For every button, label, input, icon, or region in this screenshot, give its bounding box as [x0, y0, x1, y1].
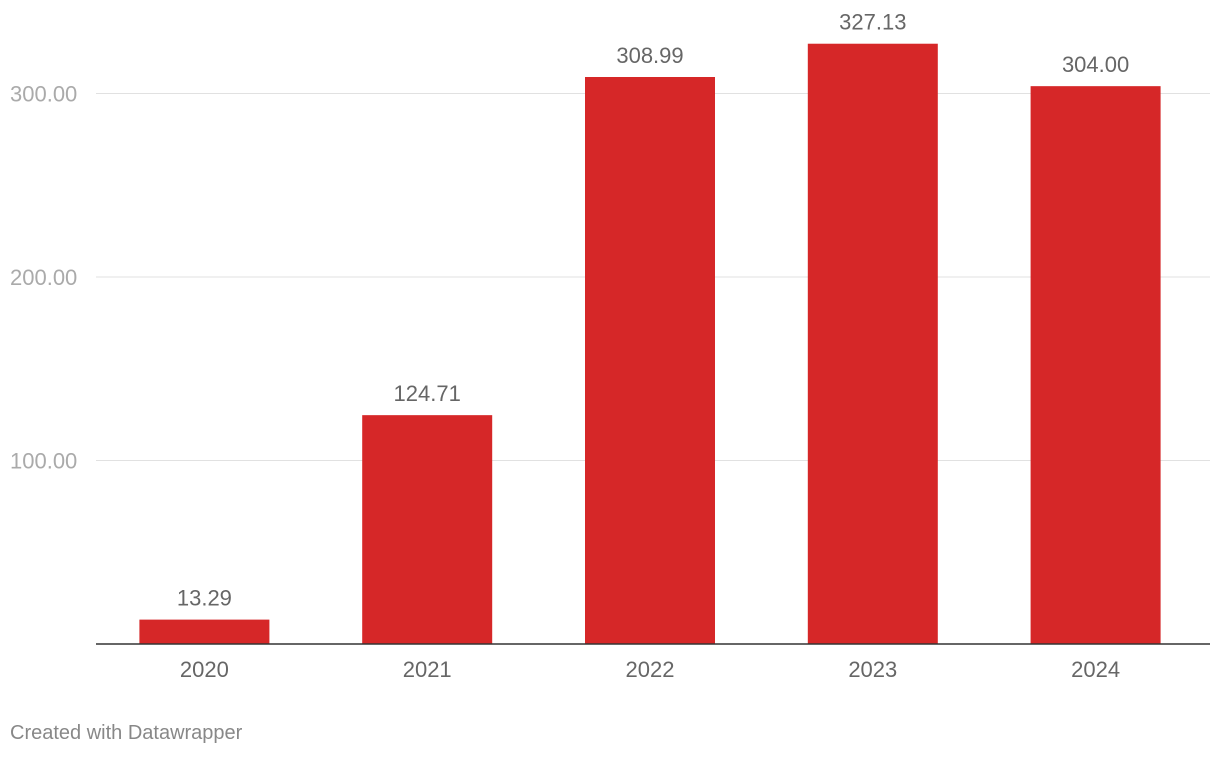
data-label-2023: 327.13	[839, 10, 906, 35]
data-label-2022: 308.99	[616, 43, 683, 68]
y-tick-label: 300.00	[10, 82, 77, 107]
data-labels: 13.29 124.71 308.99 327.13 304.00	[177, 10, 1129, 611]
x-axis-tick-labels: 2020 2021 2022 2023 2024	[180, 657, 1120, 682]
bar-2023	[807, 43, 938, 645]
bar-chart: 100.00 200.00 300.00 13.29 124.71 308.99 327.…	[10, 10, 1210, 682]
y-axis-tick-labels: 100.00 200.00 300.00	[10, 82, 77, 474]
y-tick-label: 200.00	[10, 265, 77, 290]
y-tick-label: 100.00	[10, 449, 77, 474]
x-tick-label-2024: 2024	[1071, 657, 1120, 682]
data-label-2020: 13.29	[177, 586, 232, 611]
bar-2021	[362, 415, 493, 644]
x-tick-label-2023: 2023	[848, 657, 897, 682]
bar-2020	[139, 619, 270, 644]
x-tick-label-2021: 2021	[403, 657, 452, 682]
x-tick-label-2022: 2022	[626, 657, 675, 682]
footer-credit: Created with Datawrapper	[10, 722, 243, 744]
x-tick-label-2020: 2020	[180, 657, 229, 682]
data-label-2021: 124.71	[394, 381, 461, 406]
bars	[139, 43, 1161, 645]
bar-2024	[1030, 86, 1161, 644]
data-label-2024: 304.00	[1062, 52, 1129, 77]
bar-2022	[585, 77, 715, 644]
